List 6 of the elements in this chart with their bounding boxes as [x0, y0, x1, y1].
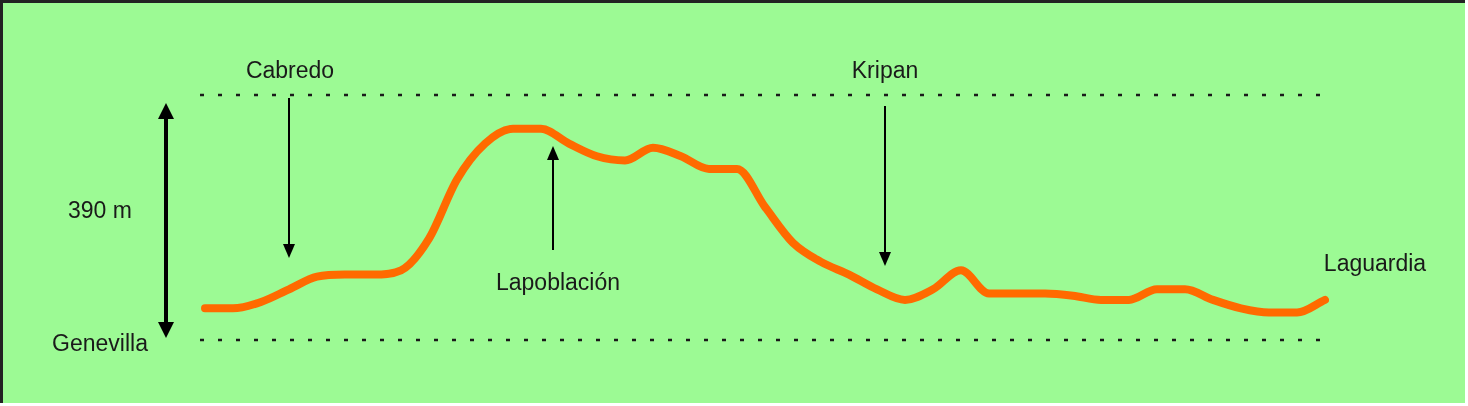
annotation: Lapoblación — [495, 269, 621, 296]
text: Laguardia — [1323, 250, 1427, 277]
text: Genevilla — [52, 330, 149, 357]
text: Cabredo — [245, 57, 335, 84]
text: Kripan — [851, 57, 919, 84]
text: 390 m — [68, 197, 132, 224]
